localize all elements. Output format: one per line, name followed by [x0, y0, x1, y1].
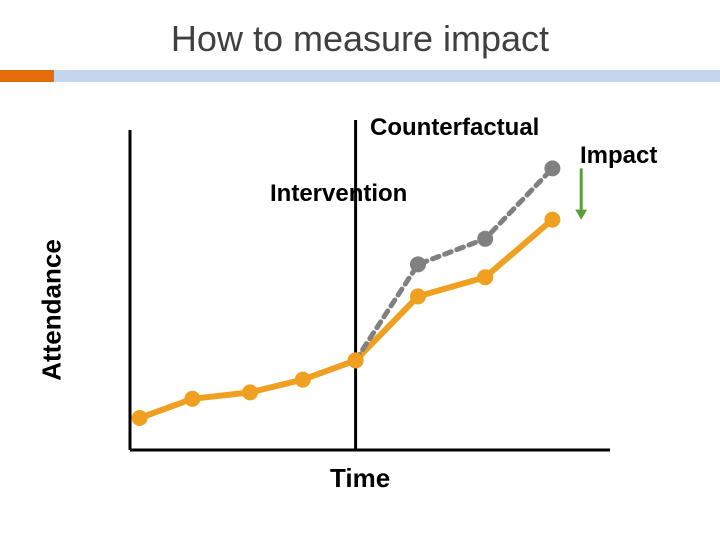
title-bar-rest: [54, 70, 720, 82]
title-bar-accent: [0, 70, 54, 82]
chart-svg: [70, 120, 650, 490]
chart: Attendance Time Counterfactual Intervent…: [70, 120, 650, 490]
slide-title: How to measure impact: [0, 18, 720, 60]
title-bar: [0, 70, 720, 82]
y-axis-label: Attendance: [37, 239, 68, 381]
